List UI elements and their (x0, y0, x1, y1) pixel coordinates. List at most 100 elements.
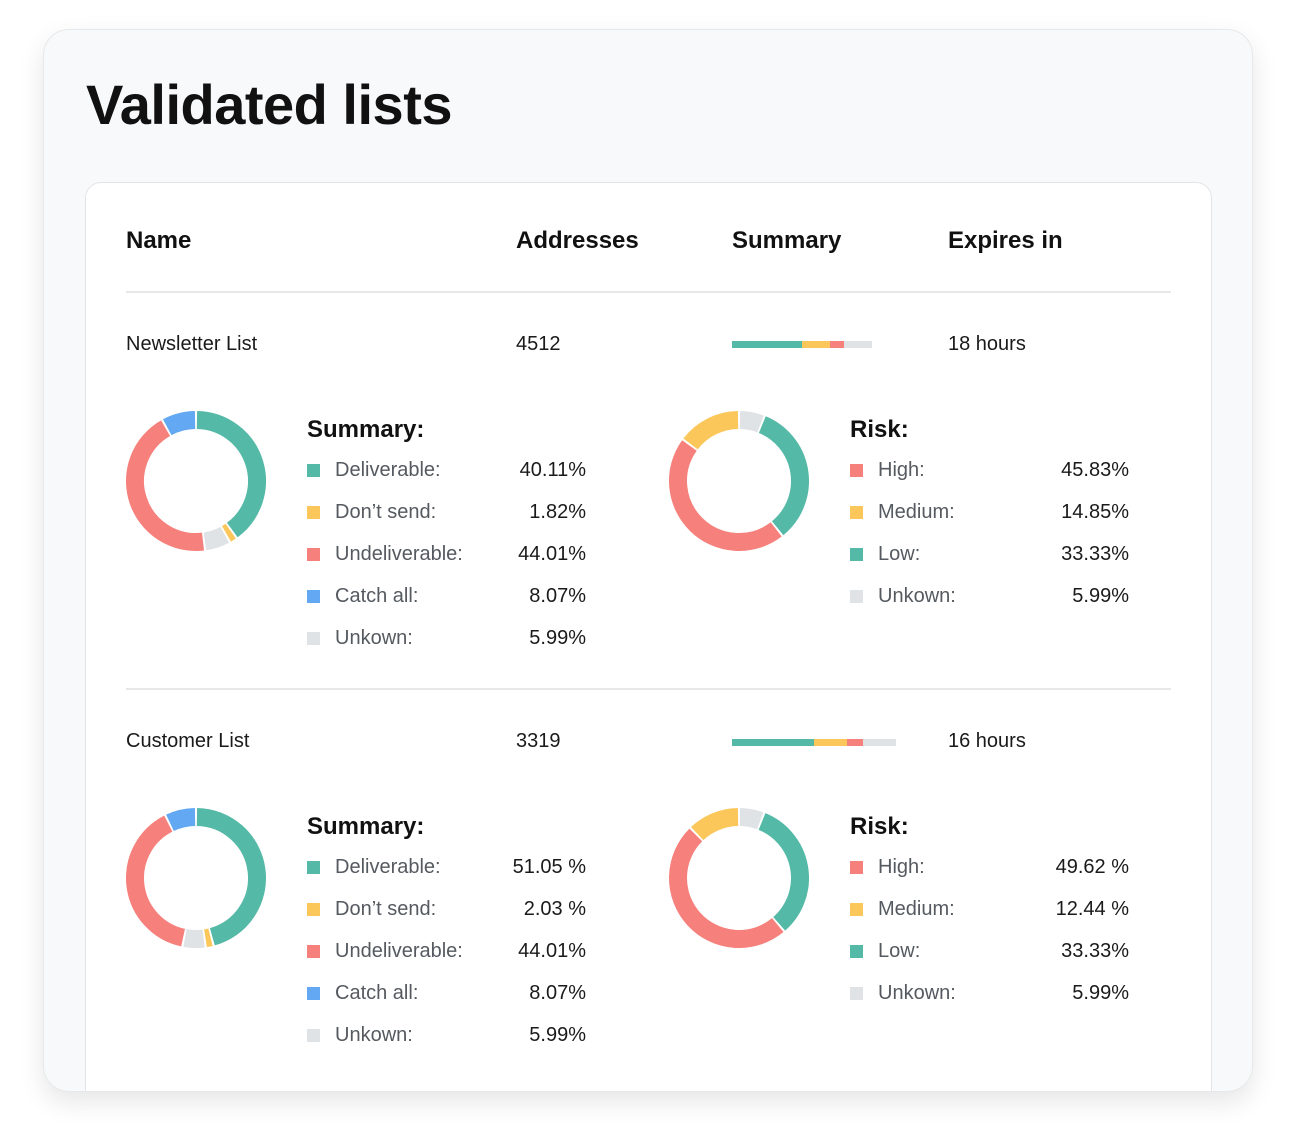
high-risk-value: 45.83% (1061, 459, 1129, 481)
donut-segment-unknown (183, 929, 205, 948)
medium-risk-value: 14.85% (1061, 501, 1129, 523)
summary-bar (732, 341, 872, 348)
catch-all-label: Catch all: (335, 585, 419, 607)
list-name[interactable]: Customer List (126, 730, 250, 752)
deliverable-label: Deliverable: (335, 856, 441, 878)
column-header-summary[interactable]: Summary (732, 227, 842, 254)
column-header-name[interactable]: Name (126, 227, 192, 254)
unknown-label: Unkown: (335, 1024, 413, 1046)
catch-all-swatch (307, 590, 320, 603)
high-risk-label: High: (878, 856, 925, 878)
donut-segment-high (669, 440, 782, 551)
undeliverable-value: 44.01% (518, 940, 586, 962)
summary-bar-segment-dont_send (802, 341, 830, 348)
high-risk-value: 49.62 % (1055, 856, 1129, 878)
summary-bar-segment-deliverable (732, 739, 814, 746)
list-name[interactable]: Newsletter List (126, 333, 258, 355)
donut-segment-low (758, 813, 809, 931)
unknown-risk-label: Unkown: (878, 585, 956, 607)
donut-segment-undeliverable (126, 815, 186, 947)
catch-all-swatch (307, 987, 320, 1000)
medium-risk-value: 12.44 % (1055, 898, 1129, 920)
deliverable-swatch (307, 861, 320, 874)
risk-breakdown-title: Risk: (850, 416, 909, 443)
low-risk-swatch (850, 945, 863, 958)
undeliverable-swatch (307, 945, 320, 958)
unknown-risk-swatch (850, 987, 863, 1000)
summary-bar-segment-dont_send (814, 739, 847, 746)
unknown-value: 5.99% (529, 1024, 586, 1046)
high-risk-label: High: (878, 459, 925, 481)
column-header-addresses[interactable]: Addresses (516, 227, 639, 254)
summary-breakdown-title: Summary: (307, 813, 425, 840)
high-risk-swatch (850, 464, 863, 477)
expires-in: 18 hours (948, 333, 1026, 355)
unknown-risk-swatch (850, 590, 863, 603)
address-count: 4512 (516, 333, 561, 355)
high-risk-swatch (850, 861, 863, 874)
undeliverable-label: Undeliverable: (335, 543, 463, 565)
donut-segment-unknown (739, 411, 764, 433)
low-risk-value: 33.33% (1061, 940, 1129, 962)
catch-all-value: 8.07% (529, 585, 586, 607)
medium-risk-label: Medium: (878, 501, 955, 523)
summary-bar-segment-undeliverable (846, 739, 864, 746)
address-count: 3319 (516, 730, 561, 752)
risk-donut-chart (669, 808, 809, 948)
donut-segment-catch-all (166, 808, 196, 832)
summary-donut-chart (126, 411, 266, 551)
donut-segment-unknown (739, 808, 764, 830)
deliverable-swatch (307, 464, 320, 477)
donut-segment-dont-send (204, 928, 213, 948)
unknown-label: Unkown: (335, 627, 413, 649)
unknown-value: 5.99% (529, 627, 586, 649)
catch-all-label: Catch all: (335, 982, 419, 1004)
lists-table-card: Name Addresses Summary Expires in Newsle… (85, 182, 1212, 1091)
donut-segment-unknown (203, 526, 230, 551)
dont-send-swatch (307, 506, 320, 519)
summary-bar-segment-unknown (844, 341, 872, 348)
row-divider (126, 688, 1171, 690)
risk-donut-chart (669, 411, 809, 551)
summary-bar-segment-deliverable (732, 341, 802, 348)
summary-donut-chart (126, 808, 266, 948)
low-risk-label: Low: (878, 543, 921, 565)
summary-bar-segment-undeliverable (830, 341, 844, 348)
low-risk-label: Low: (878, 940, 921, 962)
unknown-swatch (307, 1029, 320, 1042)
page-title: Validated lists (86, 73, 453, 136)
donut-segment-deliverable (196, 808, 266, 946)
medium-risk-swatch (850, 506, 863, 519)
summary-bar-segment-unknown (863, 739, 896, 746)
dont-send-label: Don’t send: (335, 898, 437, 920)
summary-bar (732, 739, 896, 746)
header-divider (126, 291, 1171, 293)
donut-segment-high (669, 828, 784, 948)
donut-segment-low (758, 416, 809, 536)
dont-send-swatch (307, 903, 320, 916)
unknown-risk-value: 5.99% (1072, 982, 1129, 1004)
undeliverable-value: 44.01% (518, 543, 586, 565)
unknown-risk-value: 5.99% (1072, 585, 1129, 607)
dont-send-label: Don’t send: (335, 501, 437, 523)
deliverable-value: 40.11% (519, 459, 586, 481)
column-header-expires[interactable]: Expires in (948, 227, 1063, 254)
deliverable-value: 51.05 % (512, 856, 586, 878)
deliverable-label: Deliverable: (335, 459, 441, 481)
validated-lists-panel: Validated lists Name Addresses Summary E… (43, 29, 1253, 1092)
risk-breakdown-title: Risk: (850, 813, 909, 840)
dont-send-value: 2.03 % (523, 898, 586, 920)
medium-risk-swatch (850, 903, 863, 916)
donut-segment-medium (691, 808, 739, 841)
summary-breakdown-title: Summary: (307, 416, 425, 443)
catch-all-value: 8.07% (529, 982, 586, 1004)
donut-segment-dont-send (221, 523, 236, 542)
unknown-swatch (307, 632, 320, 645)
unknown-risk-label: Unkown: (878, 982, 956, 1004)
donut-segment-catch-all (162, 411, 196, 436)
donut-segment-undeliverable (126, 420, 205, 551)
dont-send-value: 1.82% (529, 501, 586, 523)
low-risk-swatch (850, 548, 863, 561)
donut-segment-medium (683, 411, 739, 450)
undeliverable-label: Undeliverable: (335, 940, 463, 962)
